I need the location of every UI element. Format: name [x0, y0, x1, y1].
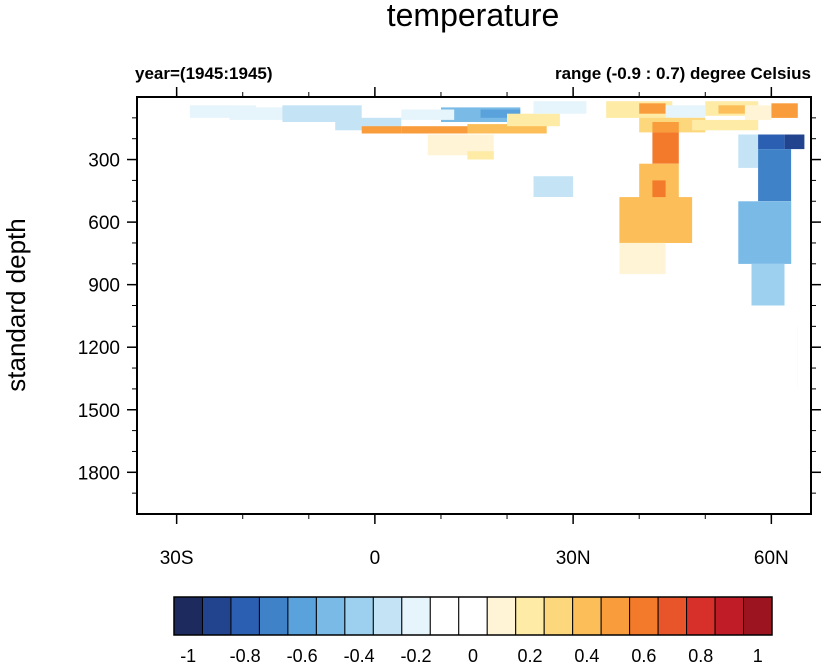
- colorbar-swatch-19: [714, 596, 745, 636]
- colorbar-label-2: -0.6: [287, 646, 318, 663]
- colorbar-labels: -1 -0.8 -0.6 -0.4 -0.2 0 0.2 0.4 0.6 0.8 1: [180, 646, 763, 663]
- x-tick-label-2: 30N: [556, 548, 591, 569]
- colorbar-swatch-4: [287, 596, 317, 636]
- heatmap-cell-24: [692, 119, 759, 131]
- colorbar-swatch-3: [258, 596, 289, 636]
- heatmap-cell-17: [665, 105, 706, 118]
- heatmap-cell-13: [467, 151, 494, 160]
- colorbar-label-4: -0.2: [400, 646, 431, 663]
- heatmap-cells: [163, 101, 805, 514]
- colorbar-swatch-15: [600, 596, 631, 636]
- colorbar-swatch-11: [486, 596, 517, 636]
- y-tick-label-3: 1200: [78, 338, 120, 359]
- heatmap-cell-30: [612, 274, 693, 306]
- colorbar-swatch-0: [173, 596, 203, 636]
- colorbar-label-1: -0.8: [230, 646, 261, 663]
- colorbar-swatch-12: [515, 596, 545, 636]
- y-tick-label-2: 900: [88, 276, 120, 297]
- x-tick-labels: 30S 0 30N 60N: [160, 548, 789, 569]
- colorbar-swatch-5: [315, 596, 346, 636]
- colorbar-swatch-9: [429, 596, 460, 636]
- y-tick-label-1: 600: [88, 213, 120, 234]
- heatmap-cell-37: [758, 134, 785, 150]
- heatmap-cell-14: [533, 101, 587, 114]
- heatmap-cell-16: [639, 103, 666, 114]
- heatmap-cell-38: [784, 134, 805, 150]
- y-tick-label-4: 1500: [78, 401, 120, 422]
- plot-frame: [136, 96, 812, 515]
- heatmap-cell-29: [619, 242, 666, 275]
- heatmap-cell-33: [533, 201, 613, 285]
- x-tick-label-1: 0: [370, 548, 381, 569]
- y-axis-label: standard depth: [1, 218, 31, 391]
- colorbar-swatch-13: [543, 596, 574, 636]
- colorbar-label-0: -1: [180, 646, 196, 663]
- heatmap-cell-39: [758, 149, 792, 202]
- colorbar-swatch-7: [372, 596, 403, 636]
- colorbar-swatch-10: [458, 596, 488, 636]
- colorbar-swatch-18: [686, 596, 716, 636]
- heatmap-cell-9: [480, 109, 521, 118]
- chart-subtitle-right: range (-0.9 : 0.7) degree Celsius: [555, 64, 811, 83]
- heatmap-cell-36: [738, 134, 759, 168]
- y-tick-labels: 300 600 900 1200 1500 1800: [78, 151, 120, 485]
- colorbar-frame: [173, 596, 773, 636]
- colorbar-swatch-6: [344, 596, 374, 636]
- colorbar-swatch-2: [230, 596, 260, 636]
- heatmap-cell-32: [533, 176, 574, 197]
- y-tick-label-5: 1800: [78, 463, 120, 484]
- colorbar-swatch-1: [201, 596, 232, 636]
- colorbar-swatch-16: [629, 596, 659, 636]
- colorbar-label-6: 0.2: [517, 646, 542, 663]
- heatmap-cell-23: [652, 122, 679, 133]
- colorbar-label-7: 0.4: [574, 646, 599, 663]
- heatmap-cell-12: [427, 134, 494, 156]
- colorbar-label-3: -0.4: [344, 646, 375, 663]
- colorbar-swatch-17: [657, 596, 688, 636]
- colorbar: [173, 596, 773, 636]
- colorbar-swatch-8: [401, 596, 431, 636]
- heatmap-cell-28: [619, 197, 693, 243]
- chart-subtitle-left: year=(1945:1945): [135, 64, 273, 83]
- heatmap-cell-10: [401, 109, 455, 120]
- colorbar-label-8: 0.6: [631, 646, 656, 663]
- x-tick-label-0: 30S: [160, 548, 194, 569]
- heatmap-cell-11: [507, 113, 560, 127]
- x-tick-label-3: 60N: [754, 548, 789, 569]
- colorbar-label-5: 0: [468, 646, 478, 663]
- heatmap-cell-21: [771, 103, 798, 118]
- heatmap-cell-7: [467, 124, 547, 134]
- heatmap-cell-34: [242, 163, 349, 185]
- colorbar-label-10: 1: [753, 646, 763, 663]
- heatmap-cell-40: [738, 201, 792, 264]
- y-tick-label-0: 300: [88, 151, 120, 172]
- colorbar-label-9: 0.8: [688, 646, 713, 663]
- heatmap-cell-19: [718, 105, 745, 114]
- heatmap-cell-20: [744, 105, 772, 120]
- heatmap-cell-35: [229, 305, 309, 323]
- colorbar-swatch-14: [572, 596, 602, 636]
- heatmap-cell-44: [678, 305, 798, 514]
- heatmap-cell-5: [361, 126, 402, 134]
- chart-title: temperature: [387, 0, 560, 33]
- heatmap-cell-6: [401, 126, 481, 134]
- colorbar-swatch-20: [743, 596, 773, 636]
- heatmap-cell-25: [652, 132, 679, 164]
